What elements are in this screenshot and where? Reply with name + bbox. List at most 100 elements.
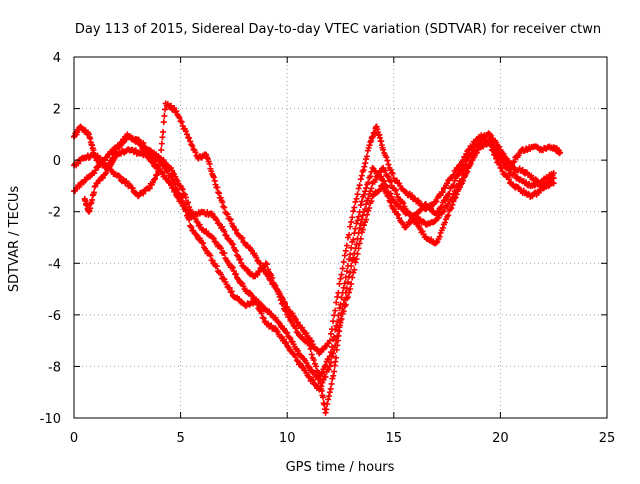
- data-point-interp: [178, 118, 185, 125]
- data-point-interp: [281, 336, 288, 343]
- data-point-interp: [328, 326, 335, 333]
- data-point-interp: [98, 157, 105, 164]
- data-point-interp: [162, 106, 169, 113]
- data-point-interp: [188, 141, 195, 148]
- data-point-interp: [315, 369, 322, 376]
- data-point: [337, 301, 344, 308]
- data-point-interp: [290, 351, 297, 358]
- data-point: [183, 131, 190, 138]
- data-point: [550, 170, 557, 177]
- data-point-interp: [343, 242, 350, 249]
- x-axis-label: GPS time / hours: [286, 460, 395, 475]
- data-point: [380, 146, 387, 153]
- data-point: [230, 268, 237, 275]
- data-point-interp: [489, 147, 496, 154]
- data-point-interp: [354, 217, 361, 224]
- data-point-interp: [363, 201, 370, 208]
- data-point-interp: [170, 170, 177, 177]
- data-point-interp: [238, 279, 245, 286]
- data-point-interp: [352, 259, 359, 266]
- data-point-interp: [346, 231, 353, 238]
- data-point-interp: [342, 274, 349, 281]
- data-point-interp: [449, 201, 456, 208]
- data-point-interp: [192, 149, 199, 156]
- data-point-interp: [360, 166, 367, 173]
- data-point-interp: [496, 161, 503, 168]
- data-point-interp: [415, 197, 422, 204]
- data-point-interp: [352, 198, 359, 205]
- data-point: [348, 280, 355, 287]
- grid: [74, 57, 607, 418]
- data-point-interp: [384, 157, 391, 164]
- data-point-interp: [340, 258, 347, 265]
- data-point: [412, 213, 419, 220]
- data-point-interp: [453, 191, 460, 198]
- data-point-interp: [407, 219, 414, 226]
- data-point-interp: [331, 346, 338, 353]
- data-point-interp: [320, 394, 327, 401]
- data-point-interp: [333, 354, 340, 361]
- data-point-interp: [402, 224, 409, 231]
- data-point-interp: [318, 383, 325, 390]
- data-point-interp: [172, 181, 179, 188]
- data-point-interp: [355, 245, 362, 252]
- data-point-interp: [436, 233, 443, 240]
- data-point-interp: [325, 366, 332, 373]
- data-point: [209, 234, 216, 241]
- data-point-interp: [350, 254, 357, 261]
- data-point-interp: [221, 228, 228, 235]
- data-point-interp: [464, 168, 471, 175]
- data-point-interp: [229, 241, 236, 248]
- data-point-interp: [303, 330, 310, 337]
- data-point-interp: [120, 176, 127, 183]
- data-point-interp: [407, 211, 414, 218]
- data-point-interp: [456, 184, 463, 191]
- data-point-interp: [336, 324, 343, 331]
- data-point-interp: [158, 140, 165, 147]
- data-point-interp: [309, 341, 316, 348]
- data-point-interp: [363, 185, 370, 192]
- data-point-interp: [76, 183, 83, 190]
- data-point-interp: [268, 322, 275, 329]
- data-point-interp: [342, 247, 349, 254]
- data-point-interp: [138, 142, 145, 149]
- data-point-interp: [75, 160, 82, 167]
- data-point-interp: [438, 203, 445, 210]
- data-point: [134, 193, 141, 200]
- data-point: [433, 198, 440, 205]
- data-point-interp: [349, 274, 356, 281]
- data-point-interp: [72, 187, 79, 194]
- data-point-interp: [347, 251, 354, 258]
- data-point-interp: [182, 128, 189, 135]
- data-point-interp: [303, 359, 310, 366]
- data-point: [220, 203, 227, 210]
- data-point-interp: [384, 192, 391, 199]
- data-point-interp: [351, 266, 358, 273]
- data-point-interp: [322, 362, 329, 369]
- data-point-interp: [140, 190, 147, 197]
- data-point-interp: [366, 142, 373, 149]
- data-point-interp: [231, 247, 238, 254]
- data-point-interp: [509, 162, 516, 169]
- data-point-interp: [488, 146, 495, 153]
- data-point-interp: [160, 119, 167, 126]
- data-point-interp: [326, 389, 333, 396]
- data-point-interp: [213, 263, 220, 270]
- data-point-interp: [282, 300, 289, 307]
- data-point-interp: [367, 188, 374, 195]
- data-point-interp: [360, 191, 367, 198]
- data-point: [81, 177, 88, 184]
- data-point: [326, 363, 333, 370]
- data-point-interp: [460, 177, 467, 184]
- data-point-interp: [174, 186, 181, 193]
- data-point-interp: [341, 252, 348, 259]
- data-point-interp: [168, 173, 175, 180]
- data-point-interp: [382, 167, 389, 174]
- data-point-interp: [338, 271, 345, 278]
- data-point-interp: [347, 286, 354, 293]
- data-point: [166, 172, 173, 179]
- data-point-interp: [324, 401, 331, 408]
- data-point-interp: [239, 234, 246, 241]
- data-point-interp: [356, 225, 363, 232]
